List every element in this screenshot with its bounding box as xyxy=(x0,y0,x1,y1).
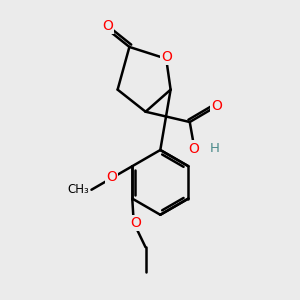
Text: O: O xyxy=(211,99,222,113)
Text: CH₃: CH₃ xyxy=(68,183,89,196)
Text: H: H xyxy=(209,142,219,155)
Text: O: O xyxy=(102,19,113,33)
Text: O: O xyxy=(189,142,200,155)
Text: O: O xyxy=(106,170,117,184)
Text: O: O xyxy=(130,216,141,230)
Text: O: O xyxy=(161,50,172,64)
